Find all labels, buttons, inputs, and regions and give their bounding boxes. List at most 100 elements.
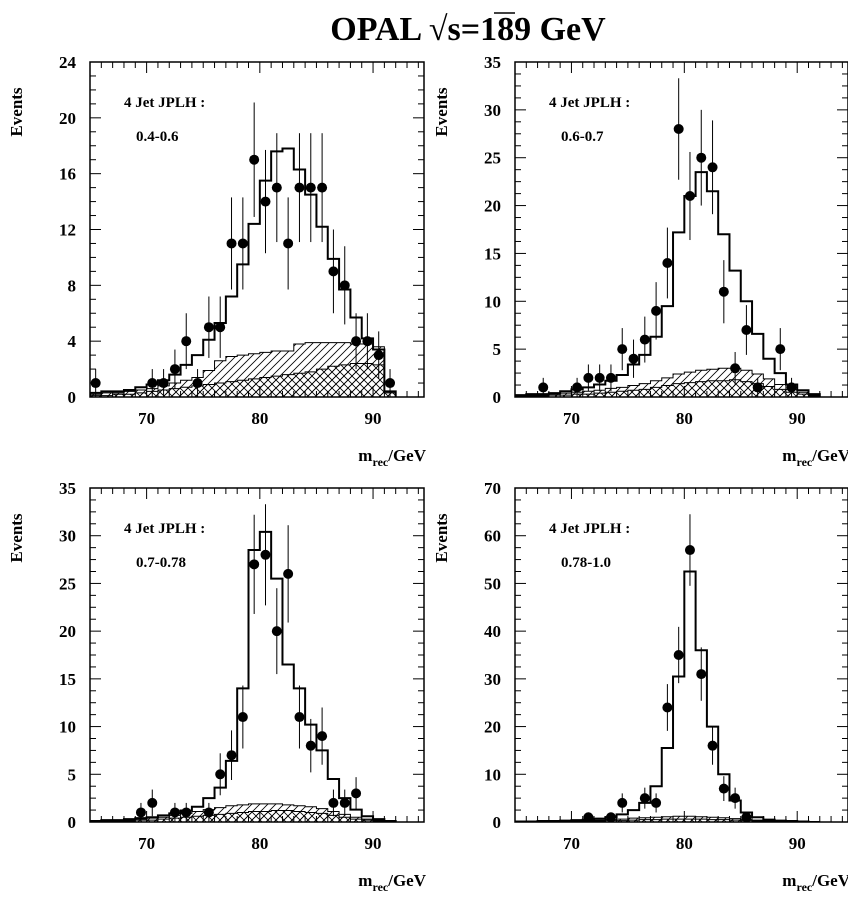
data-point [707,740,718,751]
x-tick-label: 80 [251,834,268,853]
data-point [707,162,718,173]
annotation-range: 0.6-0.7 [561,129,604,145]
x-label-main: m [358,446,372,465]
x-label-subscript: rec [796,455,812,469]
data-point [651,797,662,808]
y-tick-label: 15 [484,244,501,263]
x-tick-label: 70 [563,409,580,428]
data-point [339,797,350,808]
y-tick-label: 16 [59,165,76,184]
data-point [362,336,373,347]
data-point [203,322,214,333]
data-point [572,382,583,393]
y-axis-label: Events [432,87,451,137]
x-tick-label: 80 [676,834,693,853]
x-label-subscript: rec [796,880,812,894]
data-point [169,807,180,818]
x-tick-label: 70 [138,834,155,853]
data-point [328,797,339,808]
data-point [605,812,616,822]
data-point [181,807,192,818]
data-point [317,731,328,742]
data-point [651,305,662,316]
y-tick-label: 12 [59,221,76,240]
x-axis-label: mrec/GeV [782,446,848,469]
x-tick-label: 90 [789,409,806,428]
x-tick-label: 90 [365,834,382,853]
data-point [283,238,294,249]
data-point [538,382,549,393]
title-prefix: OPAL [330,11,429,48]
y-tick-label: 50 [484,574,501,593]
data-point [617,344,628,355]
y-tick-label: 35 [484,53,501,72]
data-point [249,154,260,165]
data-point [147,378,158,389]
panel-bottom-right: 70 80 90 0 10 20 30 40 50 60 70 Events mrec/GeV 4 Jet… [432,479,848,894]
y-tick-label: 5 [493,340,502,359]
data-point [294,712,305,723]
data-point [718,783,729,794]
data-point [351,336,362,347]
data-point [628,353,639,364]
data-point [351,788,362,799]
y-tick-label: 25 [59,574,76,593]
data-point [673,650,684,660]
x-label-unit: /GeV [811,446,848,465]
data-point [169,364,180,375]
annotation-range: 0.78-1.0 [561,555,611,571]
data-point [684,545,695,556]
data-point [249,559,260,570]
data-point [294,182,305,193]
data-point [775,344,786,355]
data-point [237,712,248,723]
x-label-main: m [358,871,372,890]
y-axis-label: Events [432,513,451,563]
annotation-range: 0.4-0.6 [136,129,179,145]
y-axis-label: Events [7,513,26,563]
y-tick-label: 35 [59,479,76,498]
data-point [741,812,752,822]
x-axis-label: mrec/GeV [358,871,426,894]
data-point [271,182,282,193]
y-tick-label: 40 [484,622,501,641]
plot-area [515,78,821,397]
x-label-subscript: rec [372,455,388,469]
annotation-method: 4 Jet JPLH : [124,521,205,537]
mc-histogram-line [90,530,397,822]
x-label-unit: /GeV [387,446,426,465]
data-point [181,336,192,347]
y-tick-label: 20 [484,718,501,737]
y-tick-label: 0 [68,813,77,832]
data-point [673,124,684,134]
data-point [730,363,741,374]
x-axis-label: mrec/GeV [358,446,426,469]
x-tick-label: 80 [676,409,693,428]
y-tick-label: 20 [59,622,76,641]
panel-bottom-left: 70 80 90 0 5 10 15 20 25 30 35 Events mrec/GeV 4 Jet … [7,479,427,894]
y-tick-label: 0 [493,813,502,832]
y-tick-label: 0 [68,388,77,407]
data-point [271,626,282,637]
figure-title: OPAL √s=189 GeV [330,11,606,48]
data-point [385,378,396,389]
data-point [317,182,328,193]
data-point [605,372,616,383]
data-point [215,769,226,780]
y-tick-label: 0 [493,388,502,407]
data-point [639,334,650,345]
x-label-main: m [782,871,796,890]
y-tick-label: 24 [59,53,77,72]
data-point [583,372,594,383]
x-tick-label: 90 [789,834,806,853]
y-tick-label: 10 [59,718,76,737]
data-point [305,182,316,193]
panel-top-right: 70 80 90 0 5 10 15 20 25 30 35 Events mrec/GeV 4 Jet … [432,53,848,469]
y-tick-label: 20 [484,197,501,216]
x-label-unit: /GeV [387,871,426,890]
annotation-method: 4 Jet JPLH : [124,95,205,111]
data-point [339,280,350,291]
y-tick-label: 8 [68,276,77,295]
data-point [147,797,158,808]
